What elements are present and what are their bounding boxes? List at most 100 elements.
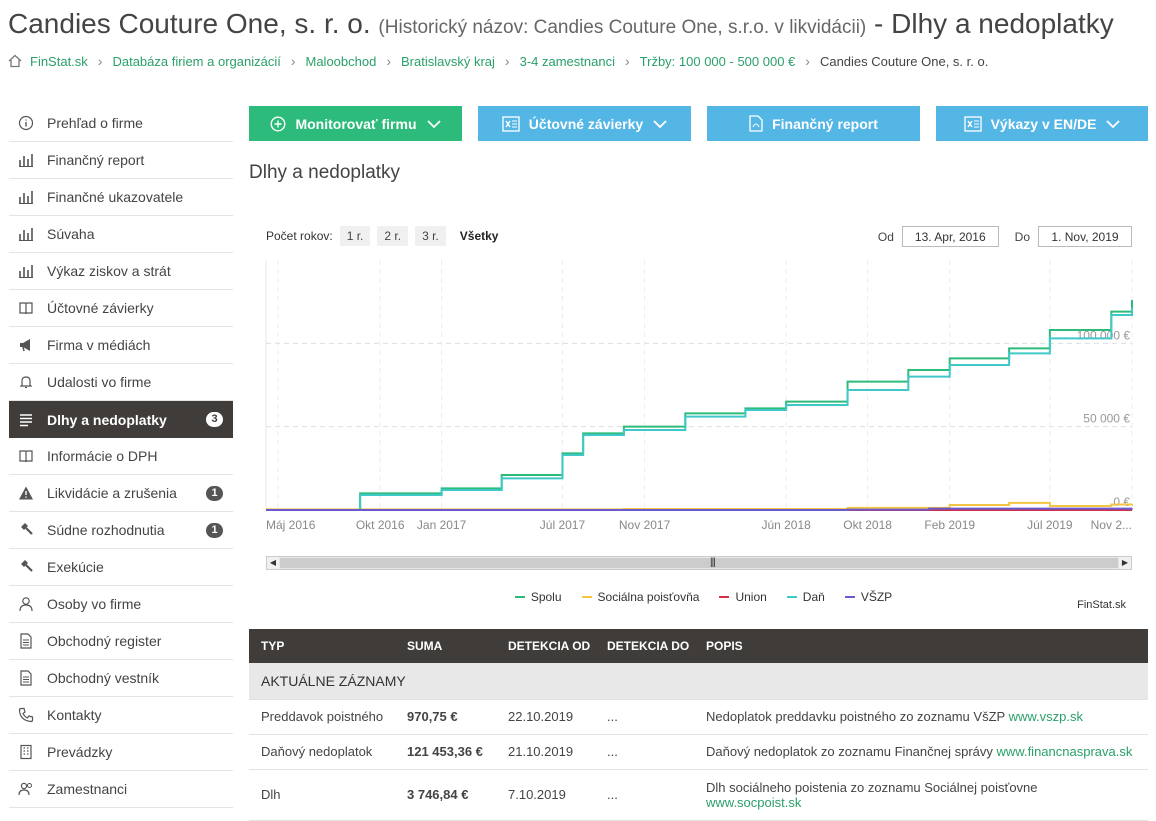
legend-swatch <box>581 596 592 598</box>
sidebar-item-label: Exekúcie <box>47 559 104 575</box>
from-date-input[interactable]: 13. Apr, 2016 <box>901 226 999 247</box>
scroll-left-icon[interactable]: ◀ <box>267 557 279 569</box>
years-label: Počet rokov: <box>266 229 333 243</box>
breadcrumb-link[interactable]: Databáza firiem a organizácií <box>112 53 281 69</box>
sidebar-item-label: Zamestnanci <box>47 781 128 797</box>
gavel-icon <box>18 559 34 575</box>
to-label: Do <box>1014 229 1030 244</box>
sidebar-item-label: Súdne rozhodnutia <box>47 522 165 538</box>
sidebar-item[interactable]: Likvidácie a zrušenia 1 <box>9 475 233 512</box>
range-button-1y[interactable]: 1 r. <box>339 226 371 246</box>
legend-item[interactable]: Daň <box>786 590 825 604</box>
legend-item[interactable]: Sociálna poisťovňa <box>581 590 699 604</box>
sidebar-item-label: Likvidácie a zrušenia <box>47 485 177 501</box>
sidebar-item[interactable]: Exekúcie <box>9 549 233 586</box>
statements-label: Účtovné závierky <box>528 115 644 132</box>
source-link[interactable]: www.socpoist.sk <box>706 794 802 810</box>
legend-item[interactable]: Spolu <box>514 590 562 604</box>
debt-chart: 0 €50 000 €100 000 €Máj 2016 Okt 2016 Jan … <box>265 260 1133 532</box>
monitor-company-button[interactable]: Monitorovať firmu <box>249 106 462 141</box>
sidebar-item[interactable]: Prevádzky <box>9 734 233 771</box>
scroll-thumb[interactable]: ||| <box>280 557 1118 568</box>
debts-table: TYP SUMA DETEKCIA OD DETEKCIA DO POPIS A… <box>249 629 1148 821</box>
legend-item[interactable]: Union <box>719 590 767 604</box>
statements-button[interactable]: Účtovné závierky <box>478 106 691 141</box>
sidebar-item[interactable]: Udalosti vo firme <box>9 364 233 401</box>
column-header[interactable]: DETEKCIA DO <box>595 629 694 663</box>
sidebar-item[interactable]: Obchodný vestník <box>9 660 233 697</box>
page-title: Candies Couture One, s. r. o. (Historick… <box>8 8 1114 40</box>
range-button-3y[interactable]: 3 r. <box>415 226 446 246</box>
sidebar-item[interactable]: Osoby vo firme <box>9 586 233 623</box>
sidebar-item[interactable]: Súvaha <box>9 216 233 253</box>
years-selector: Počet rokov: 1 r. 2 r. 3 r. Všetky <box>266 226 506 246</box>
sidebar-item[interactable]: Obchodný register <box>9 623 233 660</box>
breadcrumb-link[interactable]: 3-4 zamestnanci <box>519 53 615 69</box>
sidebar: Prehľad o firme Finančný report Finančné u… <box>9 105 233 808</box>
sidebar-item[interactable]: Firma v médiách <box>9 327 233 364</box>
info-icon <box>18 115 34 131</box>
person-icon <box>18 596 34 612</box>
bell-icon <box>18 374 34 390</box>
sidebar-item[interactable]: Prehľad o firme <box>9 105 233 142</box>
legend-swatch <box>786 596 797 598</box>
count-badge: 1 <box>206 522 223 538</box>
sidebar-item[interactable]: Súdne rozhodnutia 1 <box>9 512 233 549</box>
breadcrumb-link[interactable]: Tržby: 100 000 - 500 000 € <box>639 53 796 69</box>
detected-to-cell: ... <box>595 769 694 821</box>
column-header[interactable]: DETEKCIA OD <box>496 629 595 663</box>
range-button-all[interactable]: Všetky <box>452 226 506 246</box>
sidebar-item[interactable]: Dlhy a nedoplatky 3 <box>9 401 233 438</box>
sidebar-item-label: Finančné ukazovatele <box>47 189 184 205</box>
table-row: Daňový nedoplatok 121 453,36 €21.10.2019.… <box>249 734 1148 770</box>
sidebar-item[interactable]: Finančný report <box>9 142 233 179</box>
breadcrumb-link[interactable]: Bratislavský kraj <box>401 53 495 69</box>
count-badge: 3 <box>206 412 223 427</box>
legend-item[interactable]: VŠZP <box>844 590 892 604</box>
sidebar-item-label: Firma v médiách <box>47 337 151 353</box>
x-tick-label: Jún 2018 <box>761 518 811 532</box>
sidebar-item[interactable]: Informácie o DPH <box>9 438 233 475</box>
chart-navigator-scrollbar[interactable]: ◀ ||| ▶ <box>266 556 1132 570</box>
excel-icon <box>502 115 520 132</box>
sidebar-item[interactable]: Zamestnanci <box>9 771 233 808</box>
amount-cell: 3 746,84 € <box>395 769 496 821</box>
sidebar-item[interactable]: Účtovné závierky <box>9 290 233 327</box>
sidebar-item[interactable]: Kontakty <box>9 697 233 734</box>
legend-swatch <box>844 596 855 598</box>
to-date-input[interactable]: 1. Nov, 2019 <box>1038 226 1132 247</box>
historical-name: (Historický názov: Candies Couture One, … <box>378 17 867 38</box>
en-de-statements-button[interactable]: Výkazy v EN/DE <box>936 106 1148 141</box>
people-icon <box>18 781 34 797</box>
bar-chart-icon <box>18 152 34 168</box>
scroll-right-icon[interactable]: ▶ <box>1119 557 1131 569</box>
column-header[interactable]: SUMA <box>395 629 496 663</box>
column-header[interactable]: POPIS <box>694 629 1148 663</box>
detected-to-cell: ... <box>595 699 694 735</box>
breadcrumb-current: Candies Couture One, s. r. o. <box>819 53 989 69</box>
from-label: Od <box>877 229 894 244</box>
x-tick-label: Okt 2018 <box>843 518 892 532</box>
chevron-right-icon: › <box>504 53 510 69</box>
sidebar-item[interactable]: Finančné ukazovatele <box>9 179 233 216</box>
en-de-label: Výkazy v EN/DE <box>990 115 1097 132</box>
breadcrumb-link[interactable]: Maloobchod <box>305 53 377 69</box>
description-text: Nedoplatok preddavku poistného zo zoznam… <box>706 709 1005 724</box>
x-tick-label: Nov 2017 <box>619 518 671 532</box>
description-cell: Dlh sociálneho poistenia zo zoznamu Soci… <box>694 769 1148 821</box>
chevron-right-icon: › <box>624 53 630 69</box>
y-tick-label: 0 € <box>1113 495 1130 509</box>
range-button-2y[interactable]: 2 r. <box>377 226 409 246</box>
table-row: Dlh 3 746,84 €7.10.2019... Dlh sociálneho … <box>249 769 1148 821</box>
x-tick-label: Feb 2019 <box>924 518 975 532</box>
bar-chart-icon <box>18 263 34 279</box>
source-link[interactable]: www.vszp.sk <box>1008 709 1083 724</box>
column-header[interactable]: TYP <box>249 629 395 663</box>
breadcrumb-link[interactable]: FinStat.sk <box>30 53 88 69</box>
sidebar-item[interactable]: Výkaz ziskov a strát <box>9 253 233 290</box>
gavel-icon <box>18 522 34 538</box>
home-icon[interactable] <box>8 54 22 68</box>
description-text: Daňový nedoplatok zo zoznamu Finančnej s… <box>706 744 993 759</box>
source-link[interactable]: www.financnasprava.sk <box>996 744 1133 759</box>
financial-report-button[interactable]: Finančný report <box>707 106 920 141</box>
